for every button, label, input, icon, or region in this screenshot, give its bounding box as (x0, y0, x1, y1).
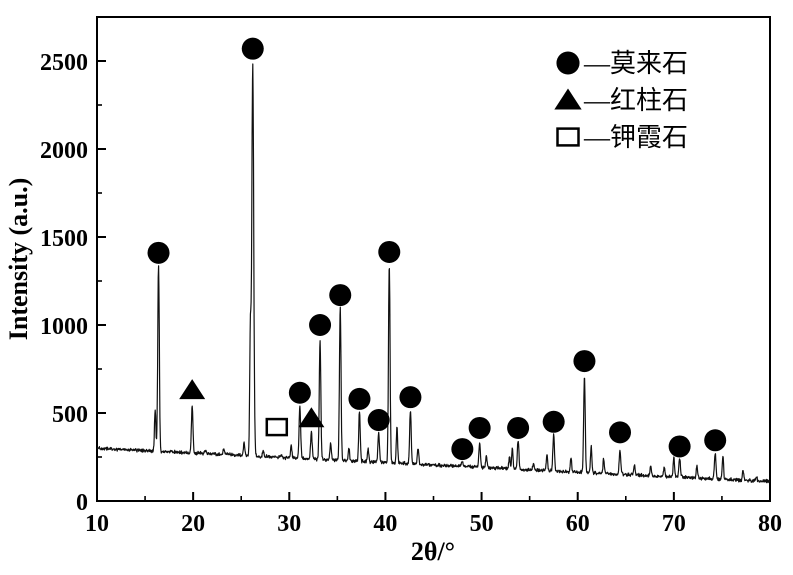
mullite-peak-marker (468, 416, 491, 439)
mullite-peak-marker (147, 241, 170, 264)
mullite-peak-marker (329, 284, 352, 307)
legend-label-mullite: —莫来石 (583, 49, 688, 78)
y-tick-label: 500 (52, 402, 88, 428)
mullite-peak-marker (348, 387, 371, 410)
x-tick-label: 80 (758, 511, 782, 537)
mullite-peak-marker (378, 240, 401, 263)
mullite-peak-marker (367, 409, 390, 432)
andalusite-peak-marker (179, 379, 206, 400)
circle-legend-icon (556, 51, 580, 75)
mullite-peak-marker (288, 381, 311, 404)
mullite-peak-marker (507, 416, 530, 439)
square-legend-icon (556, 127, 580, 147)
y-tick-label: 0 (76, 490, 88, 516)
x-tick-label: 10 (85, 511, 109, 537)
y-tick-label: 2000 (40, 138, 88, 164)
mullite-peak-marker (704, 429, 727, 452)
x-tick-label: 70 (662, 511, 686, 537)
y-tick-label: 1500 (40, 226, 88, 252)
mullite-peak-marker (542, 410, 565, 433)
y-tick-label: 2500 (40, 50, 88, 76)
x-tick-label: 50 (470, 511, 494, 537)
x-axis-title: 2θ/° (411, 537, 455, 566)
andalusite-peak-marker (298, 407, 325, 428)
x-tick-label: 20 (181, 511, 205, 537)
kaliophilite-peak-marker (265, 417, 289, 437)
mullite-peak-marker (573, 350, 596, 373)
x-tick-label: 30 (277, 511, 301, 537)
x-tick-label: 40 (373, 511, 397, 537)
y-axis-title: Intensity (a.u.) (4, 178, 33, 341)
mullite-peak-marker (668, 435, 691, 458)
xrd-trace (96, 63, 771, 484)
mullite-peak-marker (309, 314, 332, 336)
triangle-legend-icon (554, 88, 582, 110)
legend-label-kaliophilite: —钾霞石 (583, 123, 688, 152)
mullite-peak-marker (241, 37, 264, 60)
x-tick-label: 60 (566, 511, 590, 537)
mullite-peak-marker (609, 421, 632, 444)
mullite-peak-marker (399, 386, 422, 409)
y-tick-label: 1000 (40, 314, 88, 340)
mullite-peak-marker (451, 438, 474, 461)
legend-label-andalusite: —红柱石 (583, 86, 688, 115)
